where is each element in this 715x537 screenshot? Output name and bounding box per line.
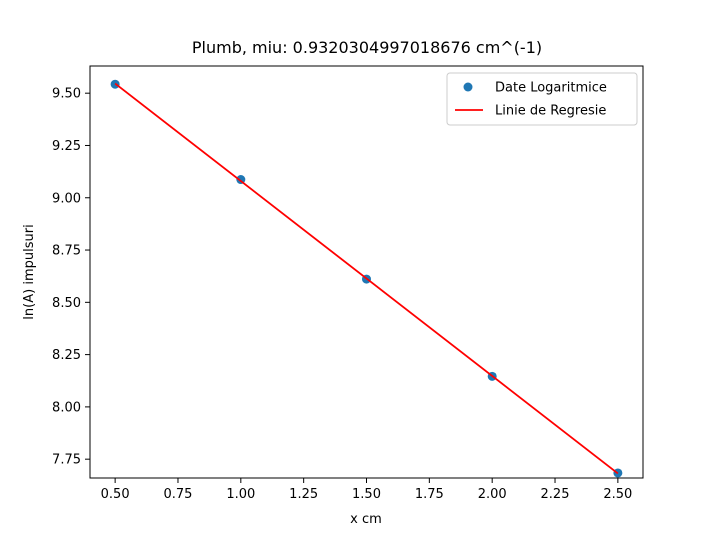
legend: Date Logaritmice Linie de Regresie — [446, 72, 638, 126]
y-tick-label: 9.25 — [52, 139, 81, 154]
y-tick-label: 8.50 — [52, 296, 81, 311]
y-tick-label: 9.50 — [52, 87, 81, 102]
x-tick-label: 1.25 — [289, 487, 318, 502]
x-tick-label: 0.75 — [164, 487, 193, 502]
legend-label-scatter: Date Logaritmice — [495, 81, 607, 96]
y-axis-ticks: 7.75 8.00 8.25 8.50 8.75 9.00 9.25 9.50 — [52, 87, 90, 468]
legend-box — [446, 72, 638, 126]
x-tick-label: 2.25 — [541, 487, 570, 502]
series-layer — [110, 79, 623, 478]
x-tick-label: 0.50 — [101, 487, 130, 502]
x-tick-label: 1.00 — [226, 487, 255, 502]
regression-line — [114, 82, 619, 475]
y-tick-label: 8.25 — [52, 348, 81, 363]
x-tick-label: 1.75 — [415, 487, 444, 502]
x-tick-label: 1.50 — [352, 487, 381, 502]
y-tick-label: 8.75 — [52, 244, 81, 259]
legend-marker-scatter — [463, 82, 473, 92]
y-tick-label: 8.00 — [52, 400, 81, 415]
y-tick-label: 7.75 — [52, 453, 81, 468]
x-axis-ticks: 0.50 0.75 1.00 1.25 1.50 1.75 2.00 2.25 2.50 — [101, 478, 632, 502]
legend-label-line: Linie de Regresie — [495, 104, 606, 119]
chart-title: Plumb, miu: 0.9320304997018676 cm^(-1) — [192, 38, 542, 57]
x-axis-label: x cm — [350, 512, 382, 527]
x-tick-label: 2.00 — [478, 487, 507, 502]
y-tick-label: 9.00 — [52, 191, 81, 206]
x-tick-label: 2.50 — [603, 487, 632, 502]
y-axis-label: ln(A) impulsuri — [22, 224, 37, 319]
